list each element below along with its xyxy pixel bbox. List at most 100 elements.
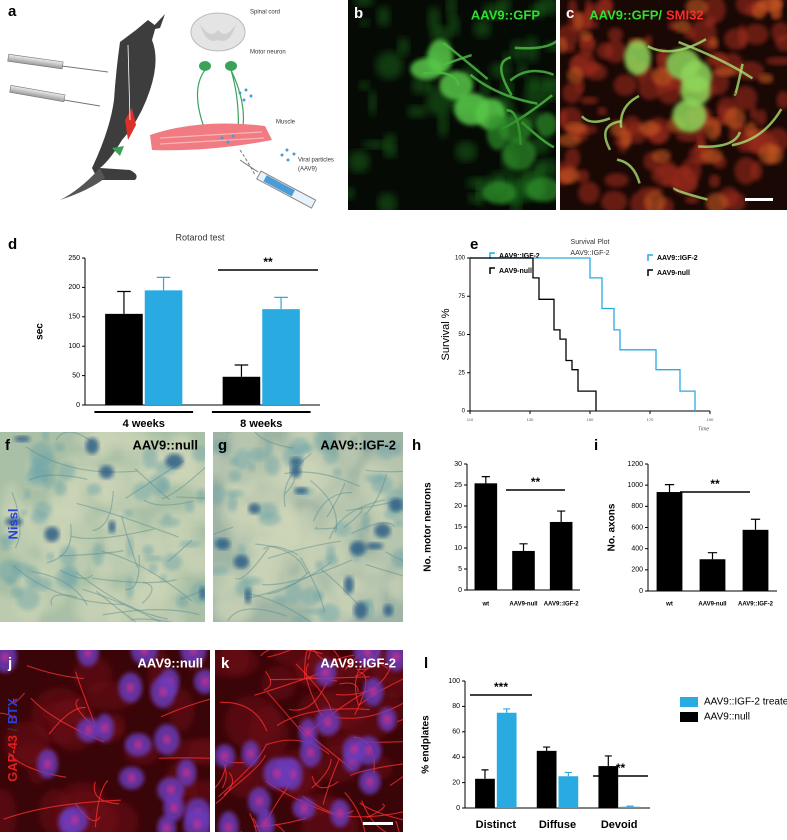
blob [54, 480, 67, 496]
error-bar [503, 708, 511, 713]
blob [233, 448, 251, 470]
fiber [48, 706, 86, 735]
error-bar [519, 543, 528, 551]
blob [467, 193, 480, 204]
y-tick-label: 0 [639, 588, 643, 595]
blob [248, 461, 255, 473]
y-tick-label: 100 [455, 256, 466, 262]
fiber [46, 523, 72, 564]
blob [708, 174, 721, 188]
blob [482, 181, 517, 205]
x-tick-label: 110 [467, 417, 474, 422]
fiber [283, 453, 312, 507]
bar [512, 550, 535, 590]
fiber [101, 550, 193, 602]
blob [560, 108, 568, 127]
fiber [283, 478, 296, 495]
y-tick-label: 75 [458, 294, 465, 300]
y-tick-label: 0 [76, 402, 80, 409]
blob [244, 587, 252, 604]
blob [758, 73, 774, 84]
x-tick-label: 4 weeks [123, 418, 165, 430]
blob [394, 442, 401, 456]
fiber [284, 471, 360, 487]
y-tick-label: 600 [631, 524, 643, 531]
error-bar [564, 771, 572, 777]
legend-label: AAV9-null [499, 268, 532, 275]
endplate-core [363, 650, 372, 657]
label: Viral particles [298, 158, 334, 164]
y-tick-label: 800 [631, 503, 643, 510]
blob [604, 172, 629, 188]
blob [410, 58, 444, 80]
blob [486, 114, 509, 150]
fiber [75, 671, 96, 726]
fiber [59, 550, 124, 557]
bar [549, 521, 573, 590]
fiber [143, 499, 194, 506]
bar [262, 309, 300, 405]
endplate-core [306, 747, 315, 758]
bar [620, 806, 640, 808]
endplate-core [220, 750, 229, 761]
blob [362, 140, 389, 149]
error-bar [750, 518, 761, 530]
panel-letter: g [218, 437, 227, 454]
blob [244, 472, 293, 503]
viral-particles [220, 88, 296, 162]
blob [502, 137, 537, 171]
blob [680, 75, 711, 107]
chart: l % endplates 0 20 40 60 80 100 Distinct Diffuse D… [421, 655, 787, 831]
blob [24, 565, 41, 589]
y-axis-label: sec [35, 323, 46, 340]
blob [708, 36, 719, 48]
mouse [60, 14, 165, 200]
fiber [161, 466, 205, 500]
fiber [180, 588, 205, 600]
blob [393, 519, 403, 527]
fiber [314, 526, 338, 530]
significance: ** [616, 761, 626, 775]
panel-letter: l [424, 655, 428, 672]
y-tick-label: 200 [68, 284, 80, 291]
fiber [389, 775, 403, 787]
fiber [365, 469, 403, 473]
blob [384, 576, 402, 598]
bar [742, 529, 769, 591]
blob [165, 453, 184, 469]
blob [132, 482, 152, 502]
blob [713, 66, 736, 77]
blob [227, 493, 238, 513]
blob [248, 503, 261, 515]
error-bar [707, 552, 718, 560]
y-tick-label: 0 [456, 805, 460, 812]
label: (AAV9) [298, 167, 317, 173]
blob [228, 470, 242, 482]
fiber [328, 499, 385, 540]
fiber [70, 528, 155, 540]
blob [33, 453, 57, 476]
endplate-core [303, 727, 312, 738]
blob [447, 15, 460, 36]
x-tick-label: AAV9-null [698, 602, 727, 608]
fiber [616, 158, 641, 184]
fiber [442, 42, 489, 81]
endplate-core [255, 796, 264, 807]
endplate-core [350, 743, 359, 754]
fiber [252, 817, 261, 832]
blob [578, 181, 600, 204]
blob [0, 789, 17, 832]
error-bar [274, 296, 288, 310]
error-bar [626, 805, 634, 807]
blob [579, 30, 593, 42]
image-label: AAV9::GFP [471, 7, 540, 22]
blob [58, 462, 76, 481]
blob [535, 0, 556, 16]
bar [105, 313, 143, 405]
blob [666, 48, 701, 80]
blob [497, 0, 512, 15]
x-tick-label: 130 [527, 417, 534, 422]
blob [299, 443, 314, 453]
endplate-core [246, 748, 255, 759]
x-tick-label: Diffuse [539, 819, 576, 831]
